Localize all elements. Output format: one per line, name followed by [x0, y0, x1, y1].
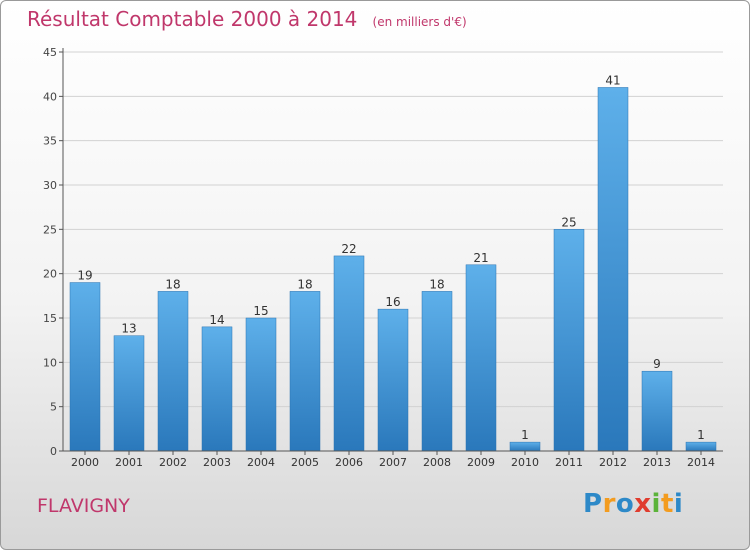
bar-2012: [597, 87, 629, 452]
logo-letter: t: [660, 489, 674, 519]
commune-name: FLAVIGNY: [37, 495, 130, 517]
x-tick-label: 2011: [555, 456, 583, 469]
bar-2013: [641, 370, 673, 452]
data-label: 15: [253, 304, 268, 318]
logo-letter: x: [634, 489, 652, 519]
logo-letter: o: [615, 489, 635, 519]
data-label: 19: [77, 269, 92, 283]
x-tick-label: 2003: [203, 456, 231, 469]
bar-2009: [465, 264, 497, 452]
x-tick-label: 2004: [247, 456, 275, 469]
x-tick-label: 2008: [423, 456, 451, 469]
data-label: 22: [341, 242, 356, 256]
bar-2011: [553, 229, 585, 452]
bar-2005: [289, 291, 321, 452]
y-tick-label: 40: [43, 90, 57, 103]
logo-letter: i: [673, 489, 684, 519]
data-label: 14: [209, 313, 224, 327]
bar-2004: [245, 317, 277, 452]
y-tick-label: 35: [43, 135, 57, 148]
x-tick-label: 2006: [335, 456, 363, 469]
chart-subtitle: (en milliers d'€): [372, 15, 467, 29]
x-tick-label: 2012: [599, 456, 627, 469]
y-tick-label: 30: [43, 179, 57, 192]
y-tick-label: 10: [43, 356, 57, 369]
y-tick-label: 0: [50, 445, 57, 458]
x-tick-label: 2002: [159, 456, 187, 469]
x-tick-label: 2007: [379, 456, 407, 469]
x-tick-label: 2014: [687, 456, 715, 469]
bar-2007: [377, 308, 409, 452]
data-label: 1: [697, 428, 705, 442]
logo-letter: i: [651, 489, 661, 519]
data-label: 1: [521, 428, 529, 442]
x-tick-label: 2009: [467, 456, 495, 469]
y-tick-label: 5: [50, 401, 57, 414]
x-tick-label: 2013: [643, 456, 671, 469]
y-tick-label: 15: [43, 312, 57, 325]
x-tick-label: 2010: [511, 456, 539, 469]
y-tick-label: 45: [43, 46, 57, 59]
bar-2010: [509, 441, 541, 452]
data-label: 18: [165, 277, 180, 291]
data-label: 18: [429, 277, 444, 291]
data-label: 16: [385, 295, 400, 309]
y-tick-label: 25: [43, 223, 57, 236]
bar-2014: [685, 441, 717, 452]
bar-2002: [157, 291, 189, 452]
logo-letter: P: [583, 489, 603, 519]
x-tick-label: 2001: [115, 456, 143, 469]
data-label: 13: [121, 322, 136, 336]
data-label: 21: [473, 251, 488, 265]
data-label: 41: [605, 73, 620, 87]
bar-2003: [201, 326, 233, 452]
x-tick-label: 2005: [291, 456, 319, 469]
y-tick-label: 20: [43, 268, 57, 281]
data-label: 9: [653, 357, 661, 371]
bar-2001: [113, 335, 145, 452]
logo-letter: r: [602, 489, 616, 519]
bar-2006: [333, 255, 365, 452]
chart-title-block: Résultat Comptable 2000 à 2014 (en milli…: [27, 7, 467, 31]
data-label: 25: [561, 215, 576, 229]
proxiti-logo: Proxiti: [583, 489, 683, 519]
data-label: 18: [297, 277, 312, 291]
bar-2000: [69, 282, 101, 452]
chart-title: Résultat Comptable 2000 à 2014: [27, 7, 358, 31]
x-tick-label: 2000: [71, 456, 99, 469]
bar-2008: [421, 291, 453, 452]
